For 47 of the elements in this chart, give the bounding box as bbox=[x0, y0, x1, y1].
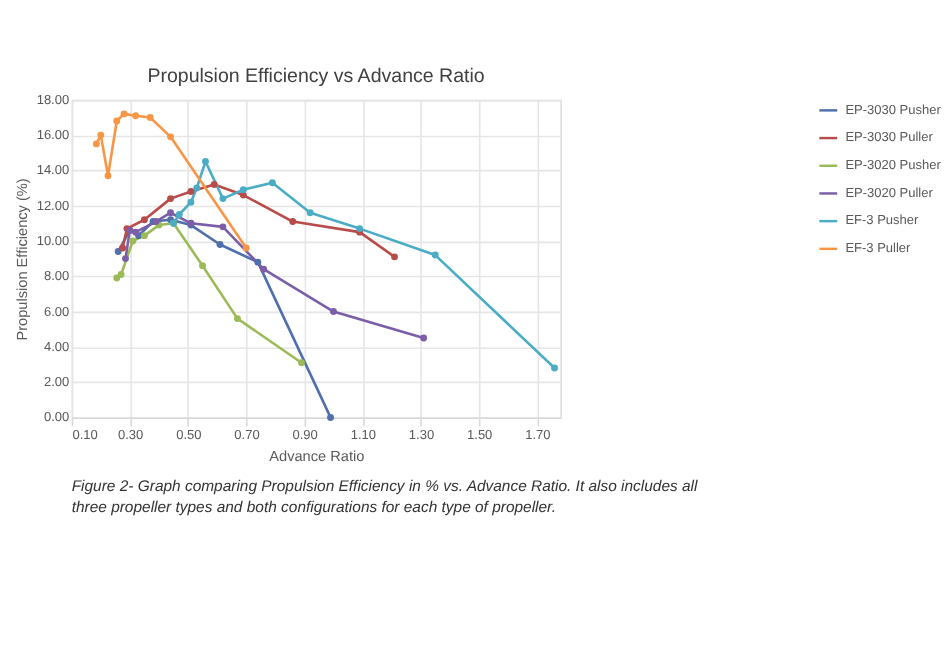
point bbox=[193, 184, 201, 192]
point bbox=[239, 186, 247, 194]
point bbox=[167, 195, 175, 203]
point bbox=[113, 274, 121, 282]
point bbox=[119, 244, 127, 252]
point bbox=[254, 258, 262, 266]
point bbox=[306, 209, 314, 217]
point bbox=[146, 113, 154, 121]
point bbox=[298, 359, 305, 367]
point bbox=[187, 198, 195, 206]
point bbox=[330, 308, 337, 315]
chart-title: Propulsion Efficiency vs Advance Ratio bbox=[147, 65, 486, 88]
point bbox=[260, 265, 268, 273]
point bbox=[202, 158, 209, 165]
point bbox=[122, 255, 129, 263]
point bbox=[129, 237, 137, 245]
point bbox=[104, 172, 112, 180]
point bbox=[216, 241, 224, 248]
point bbox=[199, 262, 207, 270]
y-axis-title: Propulsion Efficiency (%) bbox=[12, 178, 31, 341]
point bbox=[431, 251, 439, 259]
point bbox=[219, 223, 227, 231]
point bbox=[140, 232, 148, 240]
point bbox=[420, 334, 428, 342]
point bbox=[234, 315, 241, 323]
point bbox=[132, 112, 140, 120]
line-series bbox=[170, 158, 558, 372]
point bbox=[175, 211, 183, 218]
point bbox=[327, 413, 334, 421]
point bbox=[167, 209, 175, 217]
point bbox=[391, 253, 398, 261]
point bbox=[289, 218, 297, 225]
point bbox=[551, 364, 558, 372]
point bbox=[268, 179, 276, 187]
point bbox=[210, 181, 218, 188]
point bbox=[167, 133, 175, 141]
point bbox=[187, 188, 195, 195]
point bbox=[97, 131, 105, 139]
x-axis-title: Advance Ratio bbox=[269, 446, 365, 465]
point bbox=[113, 117, 121, 125]
point bbox=[92, 140, 100, 148]
point bbox=[242, 244, 250, 252]
point bbox=[140, 216, 148, 224]
point bbox=[219, 195, 227, 203]
line-series bbox=[92, 110, 250, 252]
point bbox=[117, 271, 125, 278]
point bbox=[120, 110, 128, 118]
